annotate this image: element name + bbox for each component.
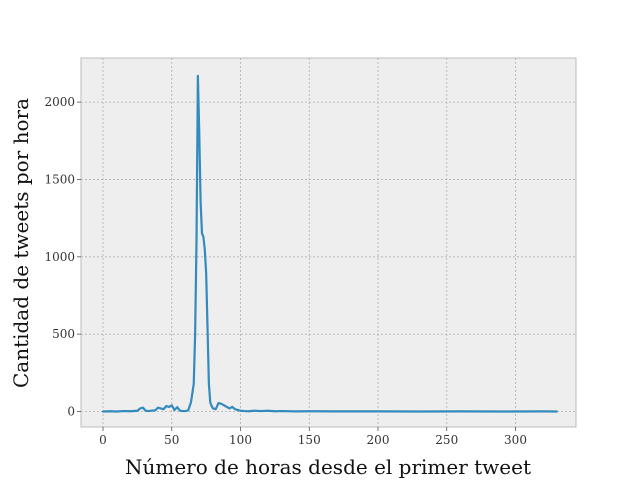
y-axis: 0 500 1000 1500 2000 bbox=[44, 95, 81, 419]
x-tick-label: 50 bbox=[164, 433, 179, 447]
x-tick-label: 0 bbox=[99, 433, 107, 447]
y-axis-label: Cantidad de tweets por hora bbox=[9, 98, 33, 388]
x-tick-label: 200 bbox=[367, 433, 390, 447]
series-group bbox=[101, 74, 558, 413]
x-tick-label: 250 bbox=[435, 433, 458, 447]
x-axis: 0 50 100 150 200 250 300 bbox=[99, 427, 527, 447]
y-tick-label: 1000 bbox=[44, 250, 75, 264]
y-tick-label: 1500 bbox=[44, 172, 75, 186]
x-tick-label: 100 bbox=[229, 433, 252, 447]
x-tick-label: 150 bbox=[298, 433, 321, 447]
y-tick-label: 500 bbox=[52, 327, 75, 341]
x-axis-label: Número de horas desde el primer tweet bbox=[125, 455, 531, 479]
y-tick-label: 2000 bbox=[44, 95, 75, 109]
series-line-0 bbox=[101, 74, 558, 413]
y-tick-label: 0 bbox=[67, 405, 75, 419]
plot-area bbox=[81, 58, 576, 427]
x-tick-label: 300 bbox=[504, 433, 527, 447]
grid bbox=[81, 58, 576, 427]
plot-frame bbox=[80, 57, 577, 428]
